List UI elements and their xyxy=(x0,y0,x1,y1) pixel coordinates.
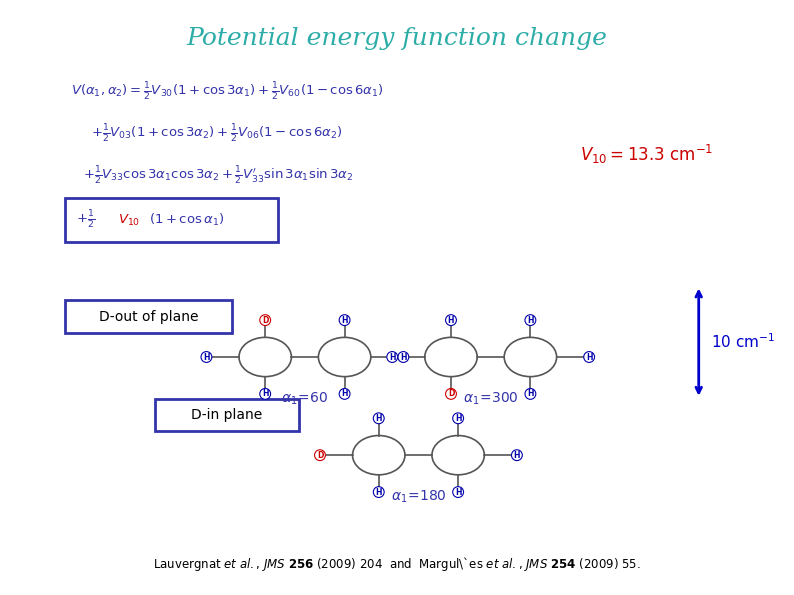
Text: H: H xyxy=(262,389,268,399)
Text: $V(\alpha_1, \alpha_2) = \frac{1}{2}V_{30}(1 + \cos 3\alpha_1) + \frac{1}{2}V_{6: $V(\alpha_1, \alpha_2) = \frac{1}{2}V_{3… xyxy=(71,81,384,104)
Text: $V_{10}$: $V_{10}$ xyxy=(118,212,140,228)
Bar xyxy=(65,198,278,242)
Text: D: D xyxy=(262,315,268,325)
Text: H: H xyxy=(341,315,348,325)
Text: H: H xyxy=(400,352,407,362)
Text: $10\ \mathrm{cm}^{-1}$: $10\ \mathrm{cm}^{-1}$ xyxy=(711,333,775,352)
Text: Lauvergnat $et\ al.$, $\mathit{JMS}$ $\mathbf{256}$ (2009) 204  and  Margul\`es : Lauvergnat $et\ al.$, $\mathit{JMS}$ $\m… xyxy=(153,555,641,573)
Text: H: H xyxy=(448,315,454,325)
Text: Potential energy function change: Potential energy function change xyxy=(187,27,607,50)
Text: $\alpha_1\!=\!300$: $\alpha_1\!=\!300$ xyxy=(463,390,518,407)
Text: $\alpha_1\!=\!60$: $\alpha_1\!=\!60$ xyxy=(281,390,329,407)
Bar xyxy=(155,399,299,431)
Text: H: H xyxy=(527,315,534,325)
Text: $+ \frac{1}{2}V_{03}(1 + \cos 3\alpha_2) + \frac{1}{2}V_{06}(1 - \cos 6\alpha_2): $+ \frac{1}{2}V_{03}(1 + \cos 3\alpha_2)… xyxy=(91,123,343,145)
Text: $+ \frac{1}{2}$: $+ \frac{1}{2}$ xyxy=(76,209,95,231)
Bar xyxy=(65,300,232,333)
Text: H: H xyxy=(376,487,382,497)
Text: $\mathit{V}_{10} = 13.3\ \mathrm{cm}^{-1}$: $\mathit{V}_{10} = 13.3\ \mathrm{cm}^{-1… xyxy=(580,143,713,166)
Text: D-out of plane: D-out of plane xyxy=(98,309,198,324)
Text: $\alpha_1\!=\!180$: $\alpha_1\!=\!180$ xyxy=(391,488,446,505)
Text: H: H xyxy=(527,389,534,399)
Text: D: D xyxy=(448,389,454,399)
Text: H: H xyxy=(455,487,461,497)
Text: H: H xyxy=(586,352,592,362)
Text: D: D xyxy=(317,450,323,460)
Text: $(1 + \cos \alpha_1)$: $(1 + \cos \alpha_1)$ xyxy=(149,212,225,228)
Text: H: H xyxy=(203,352,210,362)
Text: H: H xyxy=(455,414,461,423)
Text: H: H xyxy=(341,389,348,399)
Text: $+ \frac{1}{2}V_{33} \cos 3\alpha_1 \cos 3\alpha_2 + \frac{1}{2}V^{\prime}_{33} : $+ \frac{1}{2}V_{33} \cos 3\alpha_1 \cos… xyxy=(83,164,354,187)
Text: H: H xyxy=(514,450,520,460)
Text: D-in plane: D-in plane xyxy=(191,408,263,422)
Text: H: H xyxy=(376,414,382,423)
Text: H: H xyxy=(389,352,395,362)
